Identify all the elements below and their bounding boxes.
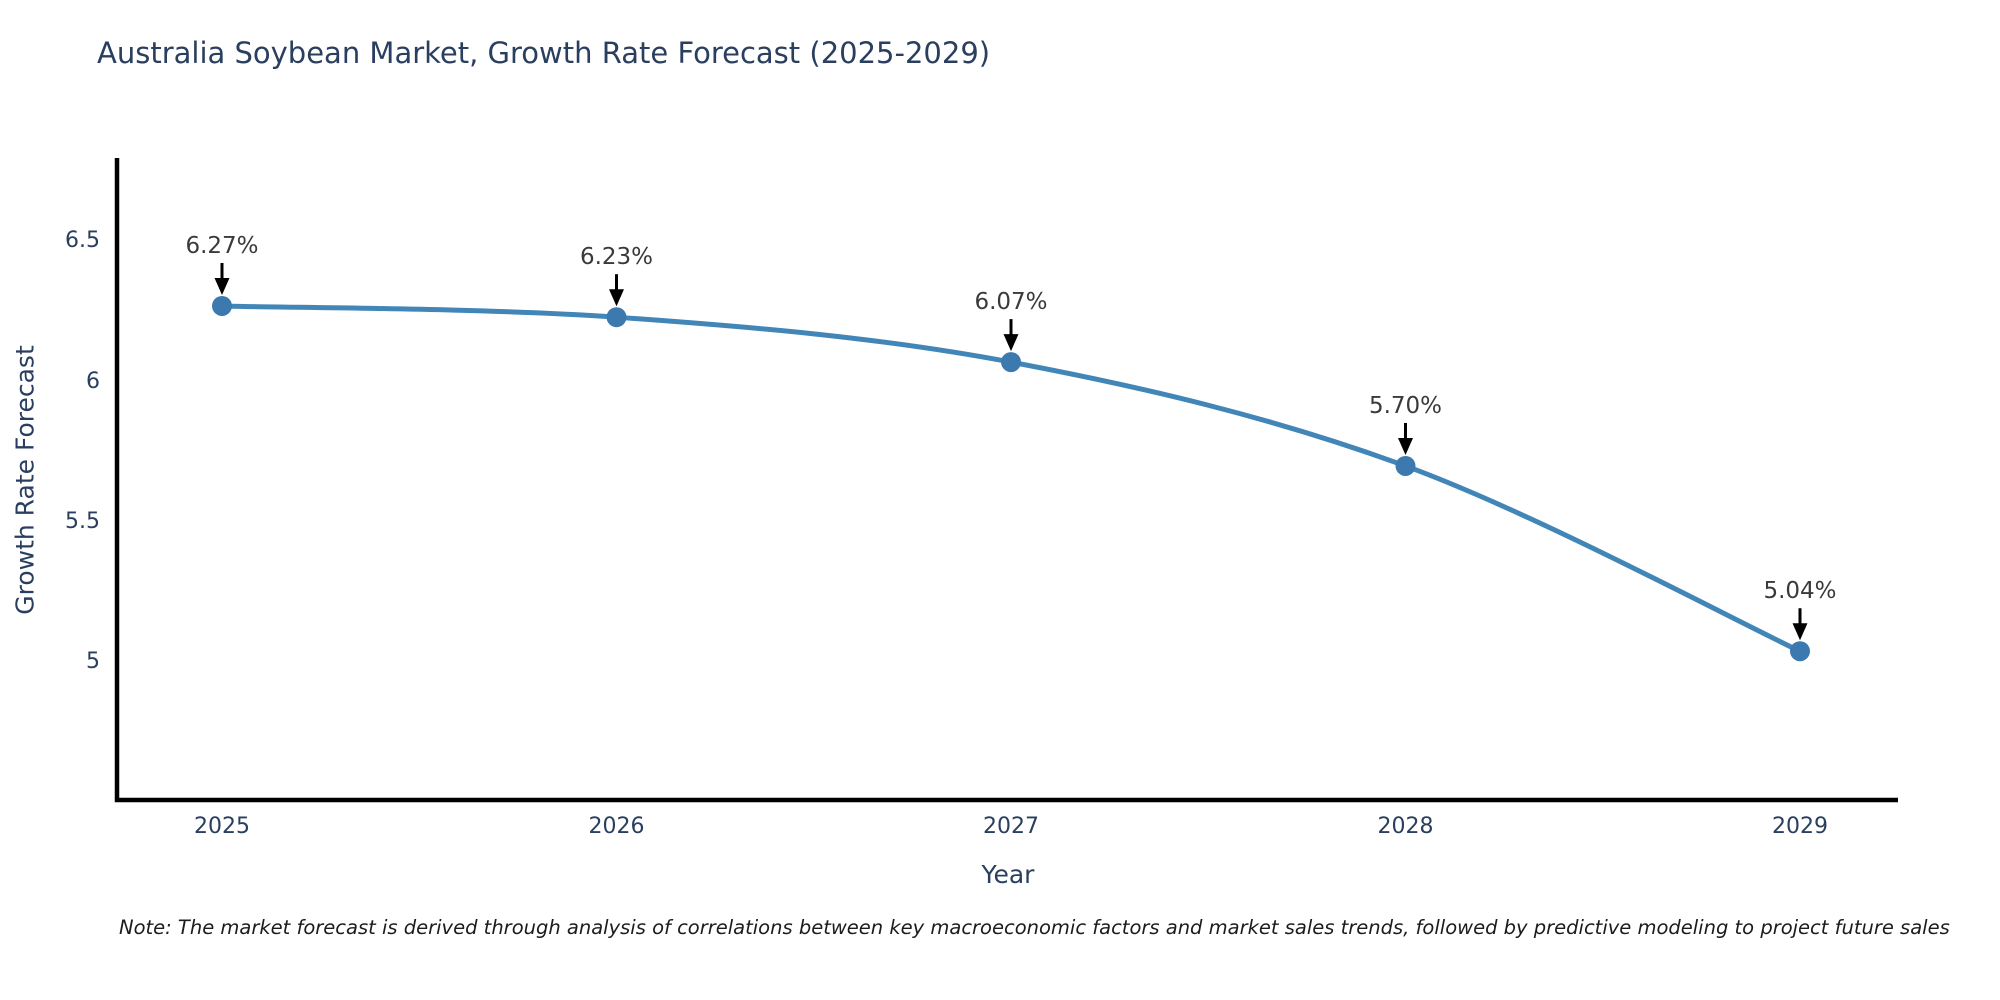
data-point-marker: [606, 307, 627, 328]
y-tick-label: 6: [86, 368, 100, 394]
data-point-marker: [212, 295, 232, 316]
data-point-marker: [1790, 641, 1810, 662]
data-point-label: 6.23%: [579, 244, 654, 271]
x-tick-label: 2028: [1377, 814, 1434, 839]
y-tick-label: 5: [86, 649, 100, 675]
y-tick-label: 6.5: [65, 228, 100, 254]
x-tick-label: 2025: [194, 814, 250, 839]
annotation-arrowhead: [214, 277, 230, 295]
data-point-label: 6.07%: [974, 289, 1048, 316]
data-point-marker: [1395, 455, 1416, 476]
x-tick-label: 2027: [983, 814, 1039, 839]
data-point-label: 5.70%: [1368, 392, 1443, 419]
axis-lines: [114, 158, 1898, 803]
data-point-label: 6.27%: [185, 232, 259, 259]
data-point-marker: [1001, 352, 1021, 373]
x-tick-label: 2029: [1772, 814, 1828, 839]
chart-title: Australia Soybean Market, Growth Rate Fo…: [97, 36, 991, 70]
x-tick-label: 2026: [588, 814, 645, 839]
footnote: Note: The market forecast is derived thr…: [119, 916, 1950, 939]
annotation-arrowhead: [1398, 437, 1413, 455]
annotation-arrowhead: [609, 289, 624, 307]
data-point-label: 5.04%: [1763, 578, 1837, 605]
y-tick-label: 5.5: [65, 509, 100, 535]
annotation-arrowhead: [1003, 334, 1019, 352]
y-axis-title: Growth Rate Forecast: [10, 345, 40, 615]
x-axis-title: Year: [981, 860, 1035, 889]
annotation-arrowhead: [1792, 623, 1808, 641]
